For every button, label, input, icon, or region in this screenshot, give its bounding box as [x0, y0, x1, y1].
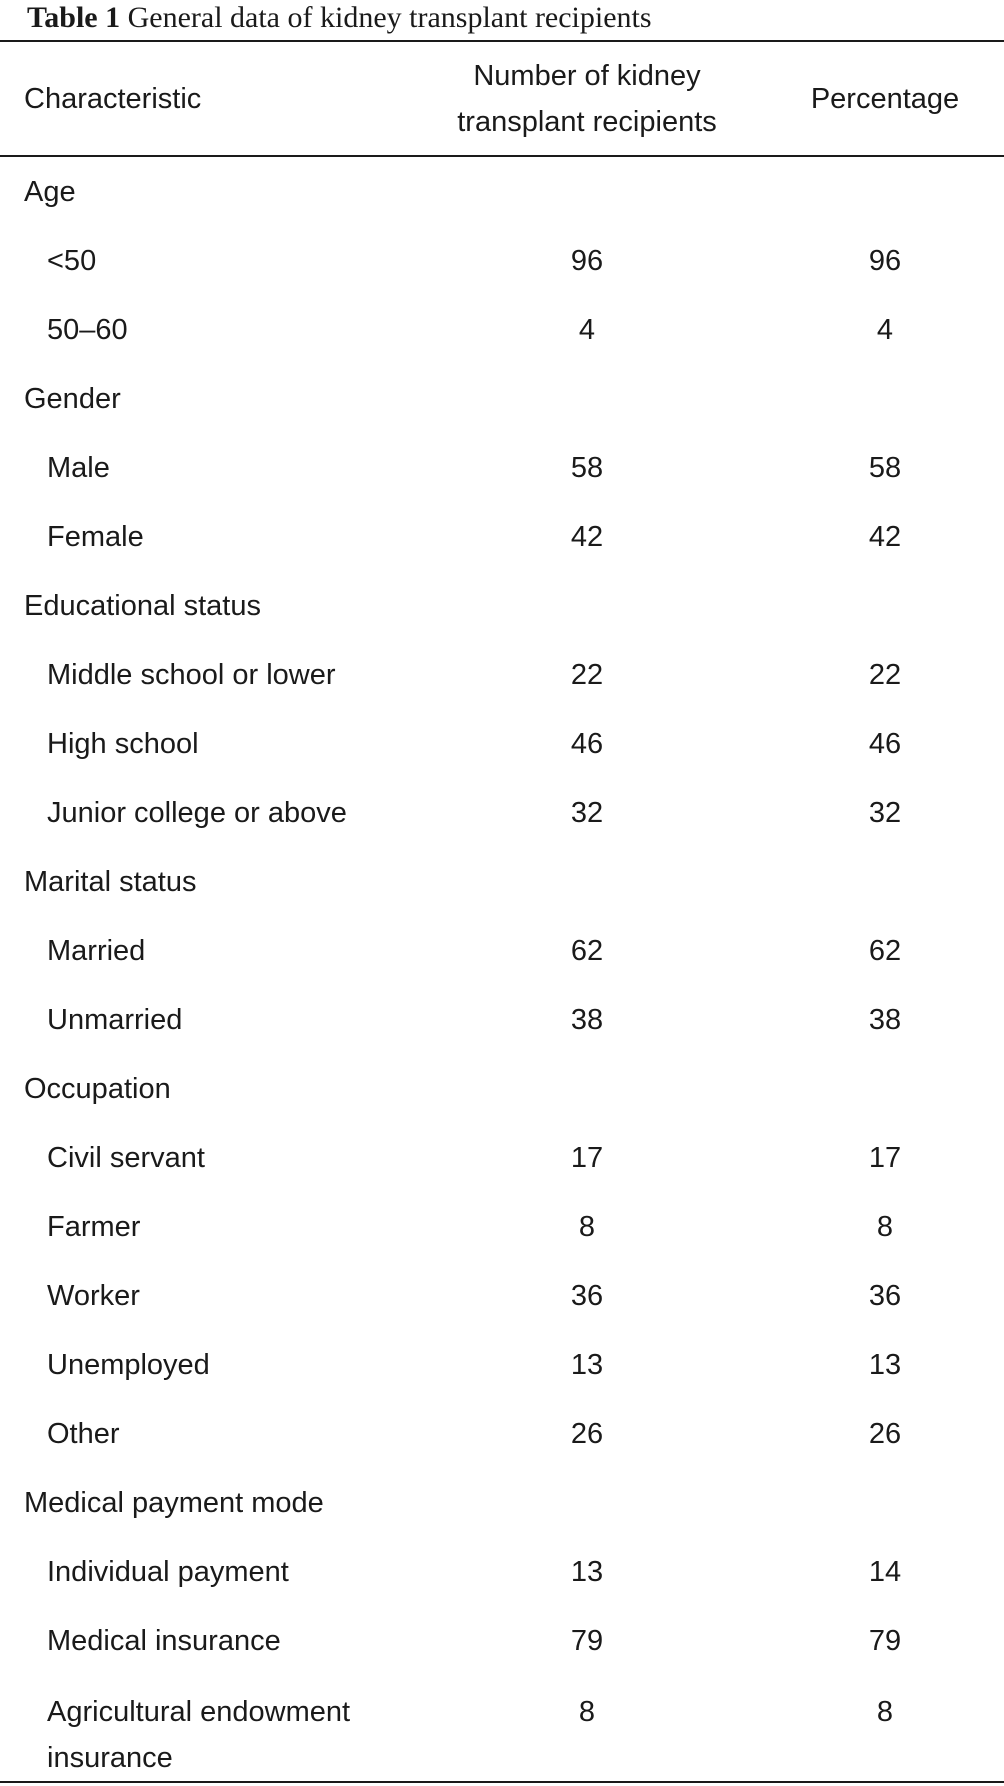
row-number: 96	[570, 244, 604, 277]
table-row: <50 96 96	[0, 226, 1004, 295]
row-percentage: 42	[868, 520, 902, 553]
row-label: Unemployed	[47, 1348, 210, 1381]
header-row: Characteristic Number of kidney transpla…	[0, 41, 1004, 156]
row-number: 36	[570, 1279, 604, 1312]
row-number: 13	[570, 1348, 604, 1381]
row-label: Other	[47, 1417, 120, 1450]
row-label: Married	[47, 934, 146, 967]
row-number: 17	[570, 1141, 604, 1174]
row-percentage: 4	[876, 313, 894, 346]
row-percentage: 8	[876, 1210, 894, 1243]
row-number: 42	[570, 520, 604, 553]
table-row: Junior college or above 32 32	[0, 778, 1004, 847]
table-row: Medical insurance 79 79	[0, 1606, 1004, 1675]
header-number: Number of kidney transplant recipients	[457, 59, 717, 138]
header-percentage: Percentage	[810, 82, 960, 115]
row-percentage: 46	[868, 727, 902, 760]
row-percentage: 79	[868, 1624, 902, 1657]
table-row: Farmer 8 8	[0, 1192, 1004, 1261]
row-percentage: 58	[868, 451, 902, 484]
row-label: Middle school or lower	[47, 658, 336, 691]
table-body: Age <50 96 96 50–60 4 4 Gender Male 58 58 Female 42 4…	[0, 156, 1004, 1782]
row-percentage: 22	[868, 658, 902, 691]
row-label: Medical insurance	[47, 1624, 281, 1657]
table-number: Table 1	[27, 1, 121, 34]
group-label: Marital status	[24, 865, 197, 898]
header-characteristic: Characteristic	[24, 82, 202, 115]
row-number: 26	[570, 1417, 604, 1450]
row-percentage: 32	[868, 796, 902, 829]
row-percentage: 13	[868, 1348, 902, 1381]
table-row: Other 26 26	[0, 1399, 1004, 1468]
group-row: Gender	[0, 364, 1004, 433]
row-percentage: 14	[868, 1555, 902, 1588]
row-label: Unmarried	[47, 1003, 183, 1036]
row-label: Junior college or above	[47, 796, 347, 829]
group-label: Occupation	[24, 1072, 171, 1105]
row-label: Individual payment	[47, 1555, 289, 1588]
group-row: Educational status	[0, 571, 1004, 640]
row-percentage: 36	[868, 1279, 902, 1312]
row-label: Civil servant	[47, 1141, 205, 1174]
row-number: 38	[570, 1003, 604, 1036]
group-label: Age	[24, 175, 76, 208]
row-label: Worker	[47, 1279, 140, 1312]
table-row: Individual payment 13 14	[0, 1537, 1004, 1606]
table-row: Female 42 42	[0, 502, 1004, 571]
data-table: Characteristic Number of kidney transpla…	[0, 40, 1004, 1783]
row-number: 58	[570, 451, 604, 484]
row-percentage: 17	[868, 1141, 902, 1174]
table-row: Unemployed 13 13	[0, 1330, 1004, 1399]
row-label: Female	[47, 520, 144, 553]
row-percentage: 38	[868, 1003, 902, 1036]
table-row: Middle school or lower 22 22	[0, 640, 1004, 709]
row-number: 46	[570, 727, 604, 760]
row-number: 8	[578, 1696, 596, 1728]
table-row: High school 46 46	[0, 709, 1004, 778]
group-label: Educational status	[24, 589, 261, 622]
row-number: 8	[578, 1210, 596, 1243]
row-number: 62	[570, 934, 604, 967]
table-caption: Table 1 General data of kidney transplan…	[0, 0, 1004, 40]
row-percentage: 96	[868, 244, 902, 277]
group-row: Occupation	[0, 1054, 1004, 1123]
table-header: Characteristic Number of kidney transpla…	[0, 41, 1004, 156]
table-row: Married 62 62	[0, 916, 1004, 985]
row-label: Agricultural endowment insurance	[47, 1696, 351, 1774]
row-number: 22	[570, 658, 604, 691]
row-label: Farmer	[47, 1210, 141, 1243]
table-row: Unmarried 38 38	[0, 985, 1004, 1054]
row-percentage: 8	[876, 1696, 894, 1728]
table-row: Agricultural endowment insurance 8 8	[0, 1675, 1004, 1782]
row-percentage: 62	[868, 934, 902, 967]
table-row: Male 58 58	[0, 433, 1004, 502]
group-row: Marital status	[0, 847, 1004, 916]
row-label: High school	[47, 727, 199, 760]
row-number: 4	[578, 313, 596, 346]
group-label: Medical payment mode	[24, 1486, 324, 1519]
row-number: 79	[570, 1624, 604, 1657]
row-label: 50–60	[47, 313, 128, 346]
row-percentage: 26	[868, 1417, 902, 1450]
row-label: <50	[47, 244, 97, 277]
group-row: Medical payment mode	[0, 1468, 1004, 1537]
row-number: 32	[570, 796, 604, 829]
table-row: Civil servant 17 17	[0, 1123, 1004, 1192]
row-number: 13	[570, 1555, 604, 1588]
table-title: General data of kidney transplant recipi…	[127, 1, 652, 34]
group-row: Age	[0, 156, 1004, 226]
table-row: 50–60 4 4	[0, 295, 1004, 364]
row-label: Male	[47, 451, 110, 484]
table-row: Worker 36 36	[0, 1261, 1004, 1330]
group-label: Gender	[24, 382, 121, 415]
